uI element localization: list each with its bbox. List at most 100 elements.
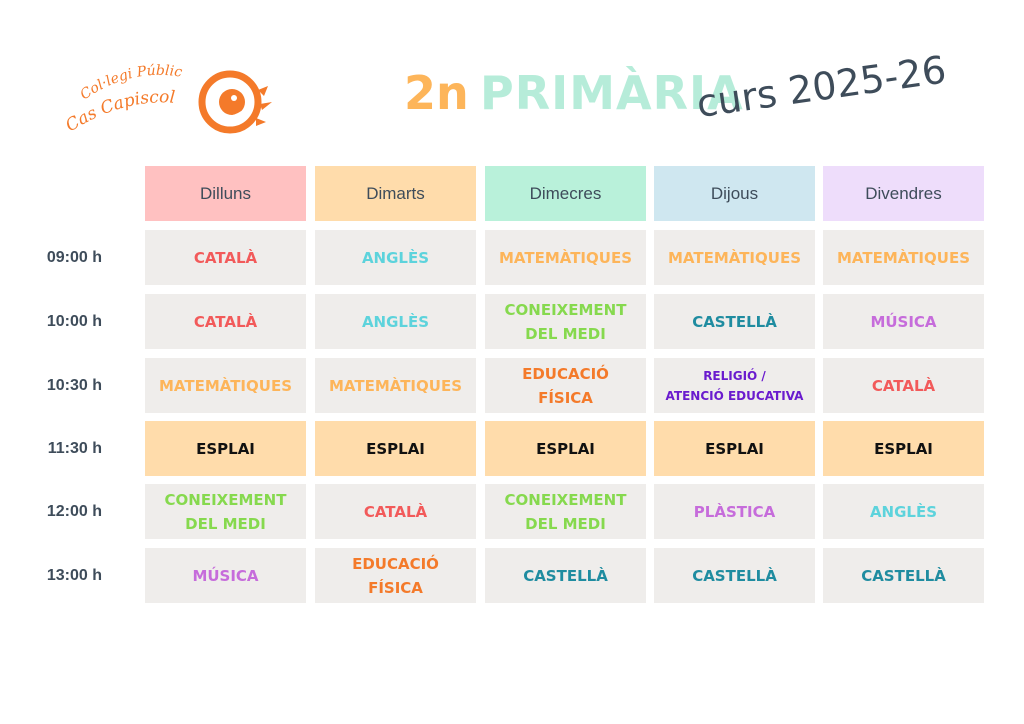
- subject-cell: CATALÀ: [145, 230, 306, 285]
- time-label: 10:00 h: [46, 312, 102, 330]
- subject-text: CONEIXEMENT DEL MEDI: [505, 298, 627, 346]
- subject-text: ESPLAI: [366, 437, 425, 461]
- subject-line: RELIGIÓ /: [703, 368, 766, 383]
- subject-cell: CONEIXEMENT DEL MEDI: [145, 484, 306, 539]
- subject-line: CATALÀ: [363, 502, 428, 521]
- subject-line: ESPLAI: [536, 439, 595, 458]
- subject-cell: CATALÀ: [823, 358, 984, 413]
- day-header: Divendres: [823, 166, 984, 221]
- subject-text: CONEIXEMENT DEL MEDI: [505, 488, 627, 536]
- subject-cell: ESPLAI: [823, 421, 984, 476]
- subject-text: EDUCACIÓ FÍSICA: [352, 552, 439, 600]
- subject-text: ESPLAI: [196, 437, 255, 461]
- subject-text: MATEMÀTIQUES: [499, 246, 632, 270]
- subject-line: EDUCACIÓ: [352, 554, 439, 573]
- subject-line: MATEMÀTIQUES: [328, 376, 462, 395]
- subject-text: PLÀSTICA: [694, 500, 775, 524]
- subject-text: ESPLAI: [536, 437, 595, 461]
- subject-line: CONEIXEMENT: [504, 300, 627, 319]
- subject-text: EDUCACIÓ FÍSICA: [522, 362, 609, 410]
- logo-line2: Cas Capiscol: [62, 87, 176, 136]
- subject-cell: ESPLAI: [315, 421, 476, 476]
- subject-cell: ANGLÈS: [823, 484, 984, 539]
- subject-text: CONEIXEMENT DEL MEDI: [165, 488, 287, 536]
- subject-text: CASTELLÀ: [692, 310, 777, 334]
- subject-line: DEL MEDI: [185, 514, 266, 533]
- subject-text: MÚSICA: [870, 310, 936, 334]
- time-label: 11:30 h: [47, 439, 102, 457]
- subject-line: CASTELLÀ: [861, 566, 946, 585]
- time-label: 12:00 h: [46, 502, 102, 520]
- subject-text: CATALÀ: [364, 500, 427, 524]
- subject-line: MATEMÀTIQUES: [498, 248, 632, 267]
- subject-cell: PLÀSTICA: [654, 484, 815, 539]
- subject-cell: ANGLÈS: [315, 230, 476, 285]
- time-label: 13:00 h: [46, 566, 102, 584]
- title-grade: 2n: [404, 66, 469, 120]
- title-level: PRIMÀRIA: [480, 66, 744, 120]
- subject-cell: CONEIXEMENT DEL MEDI: [485, 294, 646, 349]
- subject-text: CASTELLÀ: [523, 564, 608, 588]
- subject-text: MATEMÀTIQUES: [159, 374, 292, 398]
- sun-icon: [198, 70, 272, 134]
- subject-cell: CASTELLÀ: [654, 548, 815, 603]
- svg-text:Cas Capiscol: Cas Capiscol: [62, 87, 176, 136]
- subject-line: DEL MEDI: [525, 514, 606, 533]
- subject-line: MATEMÀTIQUES: [158, 376, 292, 395]
- subject-line: ANGLÈS: [361, 248, 430, 267]
- subject-cell: MATEMÀTIQUES: [315, 358, 476, 413]
- day-header: Dilluns: [145, 166, 306, 221]
- subject-line: EDUCACIÓ: [522, 364, 609, 383]
- subject-text: RELIGIÓ / ATENCIÓ EDUCATIVA: [666, 366, 804, 406]
- subject-cell: ANGLÈS: [315, 294, 476, 349]
- subject-line: CASTELLÀ: [692, 312, 777, 331]
- subject-line: FÍSICA: [538, 388, 593, 407]
- day-header: Dijous: [654, 166, 815, 221]
- subject-line: MATEMÀTIQUES: [836, 248, 970, 267]
- subject-text: ANGLÈS: [362, 246, 429, 270]
- subject-cell: ESPLAI: [485, 421, 646, 476]
- subject-cell: ESPLAI: [145, 421, 306, 476]
- subject-text: ANGLÈS: [362, 310, 429, 334]
- subject-cell: MATEMÀTIQUES: [823, 230, 984, 285]
- subject-line: CATALÀ: [871, 376, 936, 395]
- subject-cell: CATALÀ: [145, 294, 306, 349]
- subject-cell: MATEMÀTIQUES: [485, 230, 646, 285]
- subject-line: ANGLÈS: [869, 502, 938, 521]
- subject-line: MATEMÀTIQUES: [667, 248, 801, 267]
- subject-cell: CASTELLÀ: [654, 294, 815, 349]
- subject-cell: EDUCACIÓ FÍSICA: [485, 358, 646, 413]
- title-year: curs 2025-26: [693, 47, 949, 126]
- school-logo: Col·legi Públic Cas Capiscol: [62, 63, 272, 136]
- day-header: Dimecres: [485, 166, 646, 221]
- subject-cell: RELIGIÓ / ATENCIÓ EDUCATIVA: [654, 358, 815, 413]
- subject-line: MÚSICA: [870, 312, 937, 331]
- subject-text: MATEMÀTIQUES: [329, 374, 462, 398]
- subject-line: CONEIXEMENT: [504, 490, 627, 509]
- subject-text: ANGLÈS: [870, 500, 937, 524]
- subject-line: ESPLAI: [366, 439, 425, 458]
- subject-line: ESPLAI: [196, 439, 255, 458]
- subject-text: CATALÀ: [194, 246, 257, 270]
- subject-line: PLÀSTICA: [693, 502, 776, 521]
- subject-cell: CONEIXEMENT DEL MEDI: [485, 484, 646, 539]
- subject-text: CASTELLÀ: [692, 564, 777, 588]
- subject-text: CASTELLÀ: [861, 564, 946, 588]
- subject-line: ANGLÈS: [361, 312, 430, 331]
- subject-text: ESPLAI: [705, 437, 764, 461]
- subject-line: CATALÀ: [193, 248, 258, 267]
- subject-cell: ESPLAI: [654, 421, 815, 476]
- subject-line: FÍSICA: [368, 578, 423, 597]
- subject-line: ESPLAI: [874, 439, 933, 458]
- subject-cell: MATEMÀTIQUES: [654, 230, 815, 285]
- subject-cell: CATALÀ: [315, 484, 476, 539]
- subject-text: MATEMÀTIQUES: [668, 246, 801, 270]
- day-header: Dimarts: [315, 166, 476, 221]
- subject-line: CONEIXEMENT: [164, 490, 287, 509]
- subject-line: DEL MEDI: [525, 324, 606, 343]
- subject-cell: EDUCACIÓ FÍSICA: [315, 548, 476, 603]
- subject-text: CATALÀ: [194, 310, 257, 334]
- subject-line: CASTELLÀ: [523, 566, 608, 585]
- subject-cell: CASTELLÀ: [485, 548, 646, 603]
- subject-text: ESPLAI: [874, 437, 933, 461]
